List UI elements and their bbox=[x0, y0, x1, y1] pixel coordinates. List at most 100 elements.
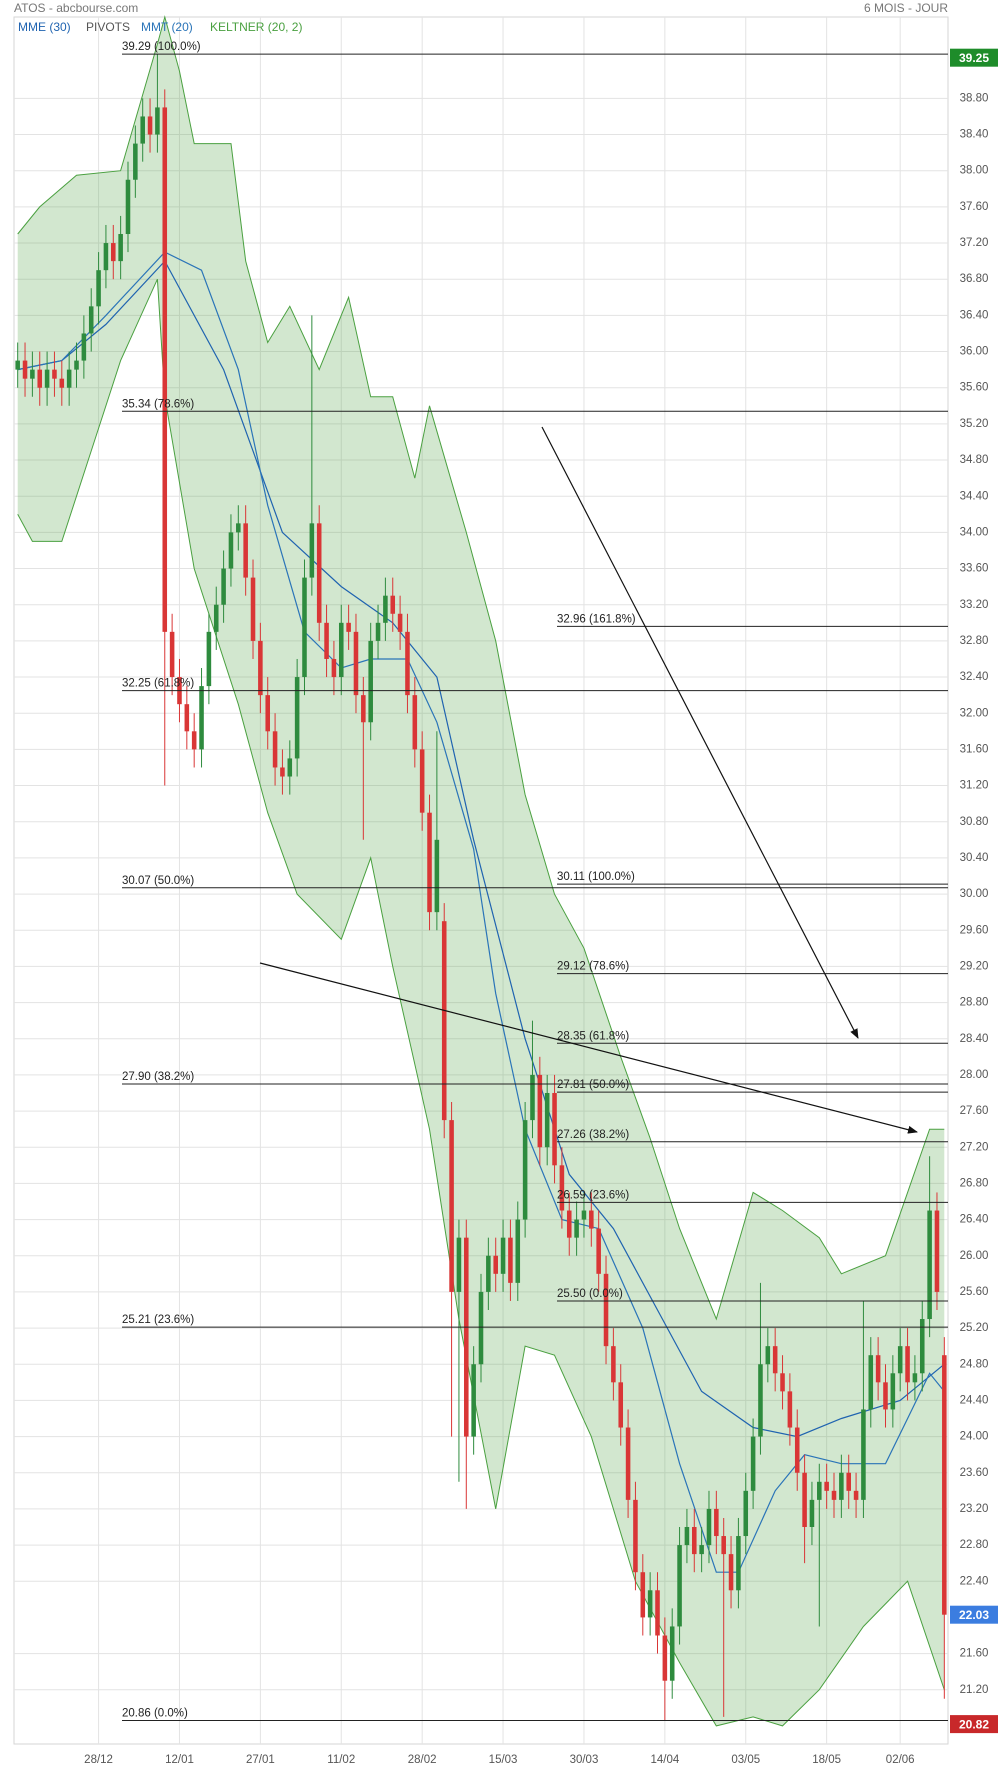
fib-label: 30.11 (100.0%) bbox=[557, 871, 635, 883]
candle-body bbox=[397, 613, 403, 632]
candle-body bbox=[118, 234, 123, 262]
candle-body bbox=[581, 1210, 587, 1220]
y-tick-label: 24.40 bbox=[960, 1394, 989, 1406]
candle-body bbox=[191, 731, 197, 750]
candle-body bbox=[30, 369, 35, 379]
legend-entry: PIVOTS bbox=[86, 20, 130, 34]
price-marker-label: 39.25 bbox=[959, 51, 989, 65]
candle-body bbox=[765, 1346, 771, 1365]
y-tick-label: 35.60 bbox=[960, 382, 989, 394]
candle-body bbox=[184, 704, 190, 732]
fib-label: 27.90 (38.2%) bbox=[122, 1071, 194, 1083]
y-tick-label: 32.00 bbox=[960, 707, 989, 719]
keltner-band bbox=[17, 17, 945, 1726]
candle-body bbox=[611, 1346, 616, 1383]
candle-body bbox=[942, 1355, 947, 1615]
candle-body bbox=[280, 767, 285, 777]
y-tick-label: 25.20 bbox=[960, 1322, 989, 1334]
candle-body bbox=[743, 1490, 749, 1537]
y-tick-label: 26.80 bbox=[960, 1177, 989, 1189]
candle-body bbox=[890, 1373, 896, 1410]
candle-body bbox=[839, 1472, 844, 1500]
candle-body bbox=[677, 1545, 682, 1627]
y-tick-label: 27.60 bbox=[960, 1105, 989, 1117]
candle-body bbox=[493, 1255, 498, 1274]
candle-body bbox=[478, 1291, 484, 1365]
fib-label: 29.12 (78.6%) bbox=[557, 961, 629, 973]
candle-body bbox=[544, 1092, 550, 1148]
y-tick-label: 30.80 bbox=[960, 816, 989, 828]
candle-body bbox=[883, 1382, 888, 1410]
candle-body bbox=[868, 1355, 874, 1410]
candle-body bbox=[434, 839, 440, 913]
candle-body bbox=[912, 1373, 918, 1383]
x-tick-label: 28/12 bbox=[84, 1754, 113, 1766]
candle-body bbox=[140, 116, 145, 144]
y-tick-label: 34.80 bbox=[960, 454, 989, 466]
y-tick-label: 33.20 bbox=[960, 599, 989, 611]
candle-body bbox=[250, 577, 256, 641]
candle-body bbox=[794, 1427, 800, 1473]
y-tick-label: 38.80 bbox=[960, 92, 989, 104]
y-tick-label: 28.40 bbox=[960, 1033, 989, 1045]
y-tick-label: 29.60 bbox=[960, 924, 989, 936]
candle-body bbox=[44, 369, 50, 388]
price-marker bbox=[950, 1605, 998, 1624]
candle-body bbox=[831, 1490, 837, 1500]
x-tick-label: 12/01 bbox=[165, 1754, 194, 1766]
fib-label: 20.86 (0.0%) bbox=[122, 1708, 188, 1720]
legend-entry: MMT (20) bbox=[141, 20, 193, 34]
candle-body bbox=[905, 1346, 910, 1383]
y-tick-label: 28.00 bbox=[960, 1069, 989, 1081]
fib-label: 32.25 (61.8%) bbox=[122, 678, 194, 690]
fib-label: 27.81 (50.0%) bbox=[557, 1079, 629, 1091]
candle-body bbox=[441, 921, 447, 1121]
candle-body bbox=[338, 622, 344, 678]
period-label: 6 MOIS - JOUR bbox=[864, 1, 948, 15]
candle-body bbox=[375, 622, 381, 641]
candle-body bbox=[213, 604, 219, 632]
candle-body bbox=[772, 1346, 778, 1374]
y-tick-label: 23.60 bbox=[960, 1467, 989, 1479]
candle-body bbox=[236, 523, 241, 533]
fib-label: 35.34 (78.6%) bbox=[122, 398, 194, 410]
candle-body bbox=[258, 640, 263, 696]
candle-body bbox=[625, 1427, 631, 1500]
y-tick-label: 34.00 bbox=[960, 526, 989, 538]
candle-body bbox=[787, 1391, 793, 1428]
candle-body bbox=[456, 1237, 462, 1292]
plot-frame bbox=[13, 16, 949, 1745]
candle-body bbox=[74, 360, 79, 370]
y-tick-label: 25.60 bbox=[960, 1286, 989, 1298]
candle-body bbox=[706, 1508, 712, 1546]
y-tick-label: 29.20 bbox=[960, 960, 989, 972]
candle-body bbox=[96, 270, 101, 307]
candle-body bbox=[817, 1481, 822, 1500]
price-marker-label: 22.03 bbox=[959, 1608, 989, 1622]
candle-body bbox=[66, 369, 72, 388]
candle-body bbox=[537, 1074, 543, 1148]
candle-body bbox=[103, 243, 109, 271]
candle-body bbox=[515, 1219, 521, 1283]
candle-body bbox=[780, 1373, 785, 1392]
y-tick-label: 36.40 bbox=[960, 309, 989, 321]
candle-body bbox=[684, 1526, 690, 1546]
y-tick-label: 31.60 bbox=[960, 743, 989, 755]
y-tick-label: 37.20 bbox=[960, 237, 989, 249]
y-tick-label: 22.40 bbox=[960, 1575, 989, 1587]
y-tick-label: 36.00 bbox=[960, 346, 989, 358]
candle-body bbox=[449, 1120, 454, 1292]
candle-body bbox=[853, 1490, 859, 1500]
candle-body bbox=[88, 306, 94, 334]
candle-body bbox=[22, 360, 28, 379]
candle-body bbox=[655, 1590, 660, 1636]
candle-body bbox=[221, 568, 226, 605]
y-tick-label: 30.40 bbox=[960, 852, 989, 864]
candle-body bbox=[596, 1228, 601, 1274]
candle-body bbox=[346, 622, 351, 632]
candle-body bbox=[287, 758, 293, 777]
candle-body bbox=[464, 1237, 469, 1437]
y-tick-label: 24.00 bbox=[960, 1431, 989, 1443]
x-tick-label: 15/03 bbox=[489, 1754, 518, 1766]
